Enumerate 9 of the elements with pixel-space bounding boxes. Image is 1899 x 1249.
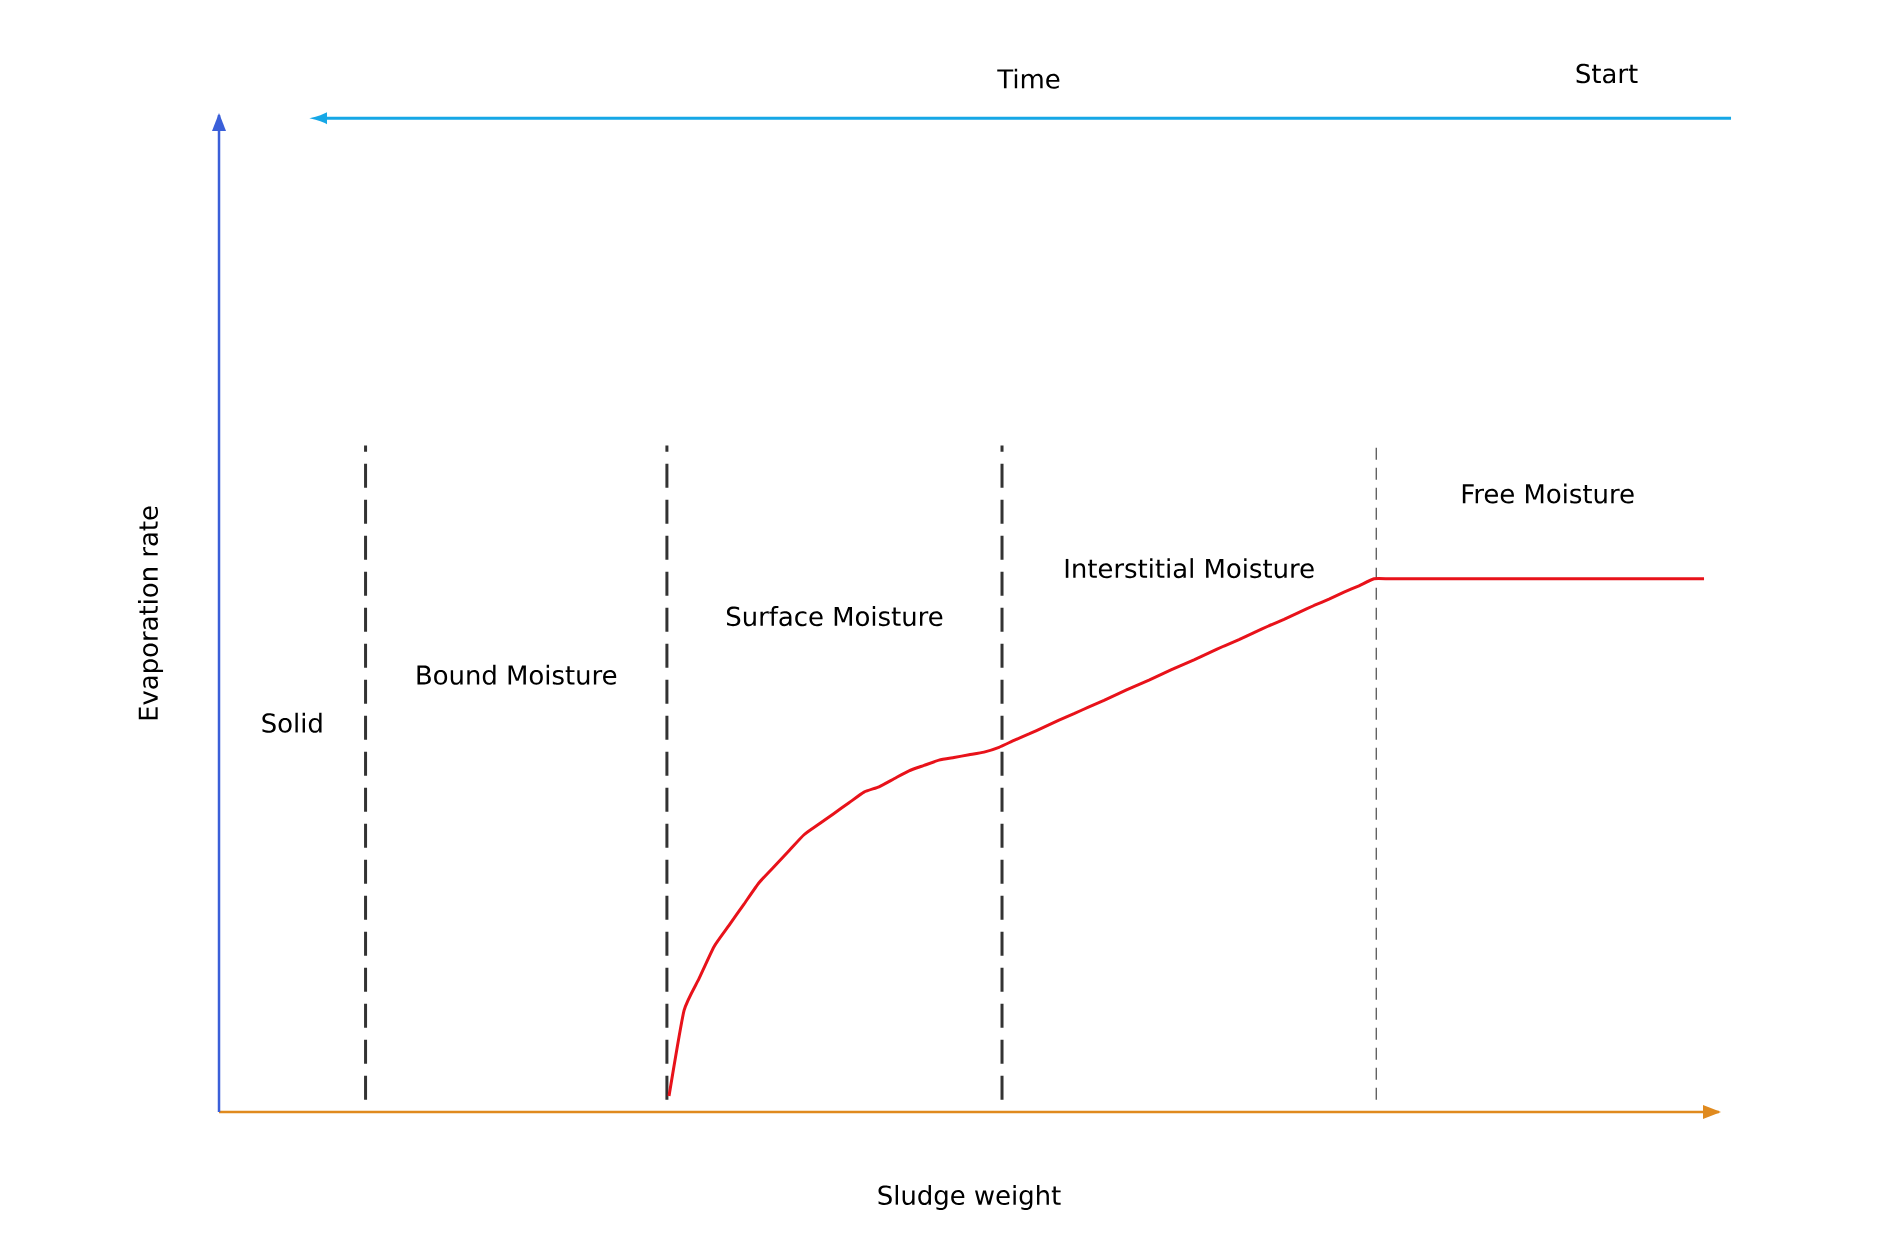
x-axis-title: Sludge weight (878, 1184, 1061, 1211)
text: Time (997, 68, 1060, 89)
annotation: Bound Moisture (417, 664, 617, 685)
y-axis-title: Evaporation rate (137, 506, 164, 720)
annotation: Surface Moisture (726, 606, 943, 627)
annotation: Solid (262, 712, 322, 733)
text: Free Moisture (1462, 483, 1634, 504)
text: Interstitial Moisture (1065, 558, 1314, 579)
text: Start (1576, 63, 1638, 84)
